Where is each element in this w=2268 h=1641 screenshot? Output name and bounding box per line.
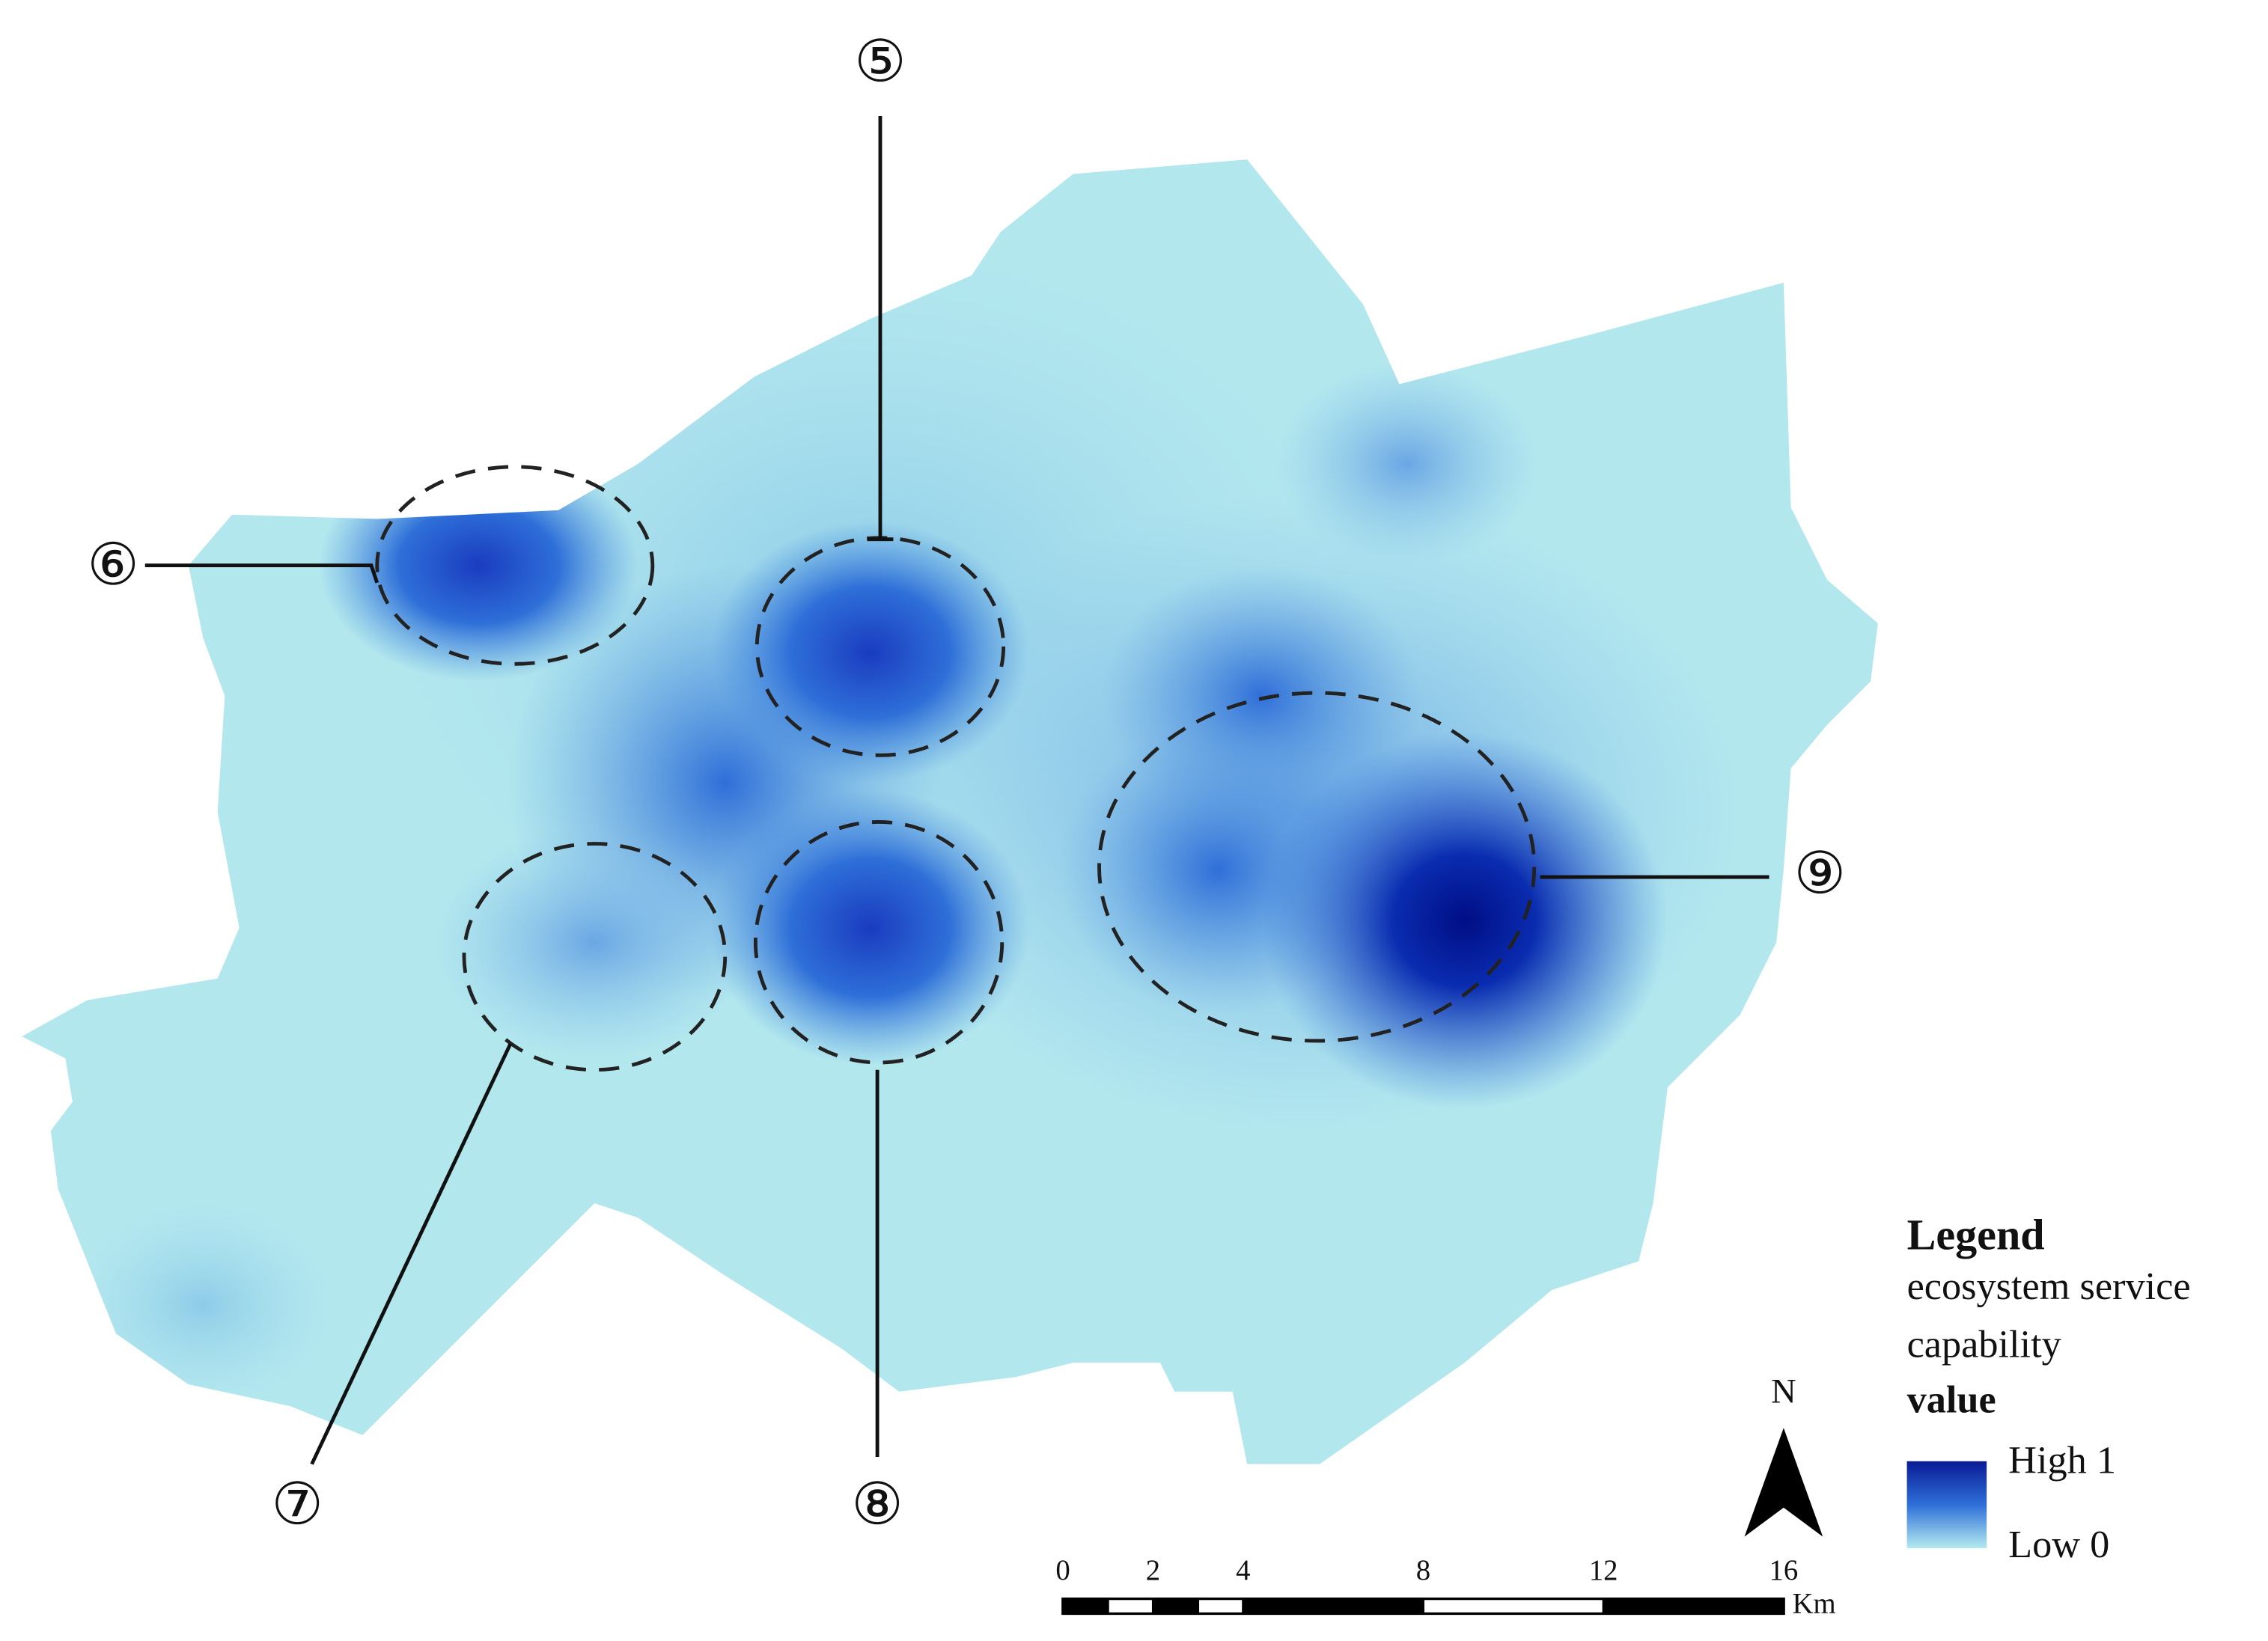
callout-label: ⑧ (851, 1470, 903, 1538)
callout-label: ⑨ (1794, 840, 1846, 908)
legend-field: capability (1907, 1323, 2061, 1366)
north-arrow (1744, 1428, 1823, 1537)
legend-title: Legend (1907, 1211, 2045, 1259)
scale-tick-label: 2 (1146, 1554, 1160, 1586)
leader-line (144, 563, 379, 584)
callout-label: ⑥ (87, 531, 138, 599)
ring (753, 820, 1005, 1065)
scale-unit: Km (1793, 1587, 1836, 1619)
ring (1097, 691, 1537, 1043)
leaders (144, 115, 1769, 1465)
callout-label: ⑦ (271, 1470, 323, 1538)
scale-tick-label: 0 (1055, 1554, 1070, 1586)
legend-low: Low 0 (2008, 1523, 2109, 1566)
scale-segment (1602, 1598, 1785, 1615)
scale-segment (1197, 1598, 1245, 1615)
leader-line (310, 1042, 513, 1465)
north-label: N (1771, 1372, 1796, 1411)
scale-segment (1061, 1598, 1109, 1615)
callout-label: ⑤ (854, 28, 906, 96)
scale-segment (1106, 1598, 1154, 1615)
legend-ramp (1906, 1461, 1987, 1549)
scale-tick-label: 16 (1769, 1554, 1799, 1586)
legend-high: High 1 (2008, 1439, 2116, 1482)
scale-segment (1422, 1598, 1605, 1615)
legend-field: ecosystem service (1907, 1265, 2191, 1308)
scale-segment (1151, 1598, 1200, 1615)
scale-segment (1242, 1598, 1424, 1615)
ring (375, 465, 655, 666)
scale-tick-label: 4 (1236, 1554, 1250, 1586)
scale-tick-label: 12 (1589, 1554, 1618, 1586)
ring (462, 842, 728, 1072)
scale-tick-label: 8 (1416, 1554, 1430, 1586)
legend-subtitle: value (1907, 1378, 1996, 1421)
